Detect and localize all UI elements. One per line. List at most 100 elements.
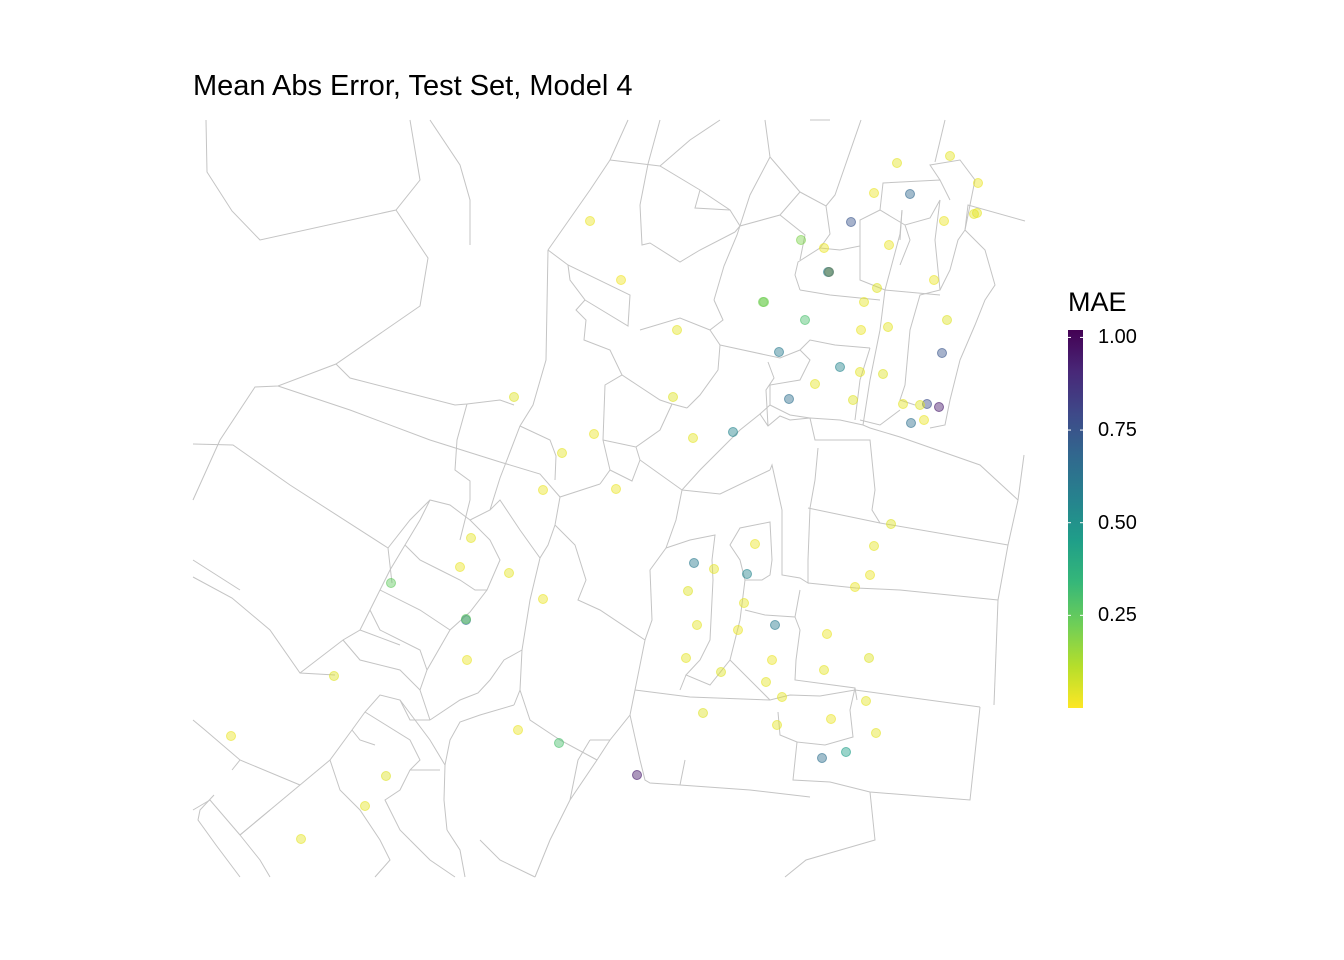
mae-point bbox=[819, 243, 829, 253]
tract-boundary bbox=[854, 347, 871, 421]
mae-point bbox=[915, 400, 925, 410]
mae-point bbox=[841, 747, 851, 757]
mae-point bbox=[861, 696, 871, 706]
tract-boundary bbox=[329, 759, 391, 878]
mae-point bbox=[796, 235, 806, 245]
colorbar-tick-label: 0.50 bbox=[1098, 511, 1137, 534]
mae-point bbox=[855, 367, 865, 377]
tract-boundary bbox=[879, 179, 951, 211]
tract-boundary bbox=[929, 229, 996, 429]
tract-boundary bbox=[192, 559, 241, 591]
colorbar-tick-label: 0.25 bbox=[1098, 604, 1137, 627]
tract-boundary bbox=[429, 649, 523, 721]
mae-point bbox=[739, 598, 749, 608]
tract-boundary bbox=[519, 689, 598, 761]
mae-point bbox=[681, 653, 691, 663]
tract-boundary bbox=[799, 339, 871, 351]
mae-point bbox=[817, 753, 827, 763]
colorbar-tick-label: 1.00 bbox=[1098, 326, 1137, 349]
tract-boundary bbox=[694, 189, 731, 211]
mae-point bbox=[589, 429, 599, 439]
tract-boundary bbox=[489, 249, 549, 511]
mae-point bbox=[869, 188, 879, 198]
tract-boundary bbox=[799, 119, 862, 207]
mae-point bbox=[455, 562, 465, 572]
mae-point bbox=[513, 725, 523, 735]
tract-boundary bbox=[765, 361, 775, 427]
tract-boundary bbox=[713, 156, 771, 301]
mae-point bbox=[942, 315, 952, 325]
mae-point bbox=[859, 297, 869, 307]
tract-boundary bbox=[807, 507, 1009, 546]
mae-point bbox=[886, 519, 896, 529]
mae-point bbox=[381, 771, 391, 781]
mae-point bbox=[878, 369, 888, 379]
tract-boundary bbox=[479, 839, 536, 878]
tract-boundary bbox=[409, 839, 456, 878]
tract-boundary bbox=[799, 289, 881, 301]
mae-point bbox=[850, 582, 860, 592]
mae-point bbox=[698, 708, 708, 718]
mae-point bbox=[329, 671, 339, 681]
mae-point bbox=[826, 714, 836, 724]
mae-point bbox=[509, 392, 519, 402]
tract-boundary bbox=[547, 249, 631, 327]
tract-boundary bbox=[429, 119, 471, 245]
mae-point bbox=[386, 578, 396, 588]
mae-point bbox=[969, 209, 979, 219]
tract-boundary bbox=[446, 829, 466, 878]
mae-point bbox=[934, 402, 944, 412]
tract-boundary bbox=[277, 385, 601, 498]
mae-point bbox=[945, 151, 955, 161]
tract-boundary bbox=[639, 119, 661, 206]
tract-boundary bbox=[192, 799, 241, 836]
tract-boundary bbox=[884, 289, 941, 296]
tract-boundary bbox=[342, 639, 421, 691]
mae-point bbox=[824, 267, 834, 277]
mae-point bbox=[865, 570, 875, 580]
tract-boundary bbox=[681, 469, 771, 495]
mae-point bbox=[611, 484, 621, 494]
tract-boundary bbox=[609, 459, 641, 482]
tract-boundary bbox=[784, 791, 876, 878]
mae-point bbox=[822, 629, 832, 639]
tract-boundary bbox=[686, 299, 724, 409]
mae-point bbox=[742, 569, 752, 579]
tract-boundary bbox=[634, 489, 683, 691]
tract-boundary bbox=[679, 759, 686, 786]
mae-point bbox=[772, 720, 782, 730]
tract-boundary bbox=[997, 454, 1025, 601]
mae-point bbox=[360, 801, 370, 811]
tract-boundary bbox=[379, 589, 451, 631]
mae-point bbox=[554, 738, 564, 748]
plot-title: Mean Abs Error, Test Set, Model 4 bbox=[193, 70, 633, 102]
tract-boundary bbox=[719, 344, 1019, 501]
mae-point bbox=[883, 322, 893, 332]
tract-boundary bbox=[192, 443, 393, 584]
mae-point bbox=[683, 586, 693, 596]
tract-boundary bbox=[192, 719, 301, 786]
tract-boundary bbox=[231, 759, 241, 771]
tract-boundary bbox=[734, 119, 801, 233]
tract-boundary bbox=[794, 589, 801, 618]
mae-point bbox=[784, 394, 794, 404]
mae-point bbox=[688, 433, 698, 443]
tract-boundary bbox=[567, 264, 623, 376]
tract-boundary bbox=[769, 404, 811, 419]
mae-point bbox=[672, 325, 682, 335]
mae-point bbox=[846, 217, 856, 227]
mae-point bbox=[616, 275, 626, 285]
mae-point bbox=[871, 728, 881, 738]
mae-point bbox=[884, 240, 894, 250]
tract-boundary bbox=[639, 204, 736, 263]
mae-point bbox=[504, 568, 514, 578]
tract-boundary bbox=[239, 809, 271, 878]
tract-boundary bbox=[534, 689, 636, 878]
colorbar bbox=[1068, 330, 1083, 708]
tract-boundary bbox=[809, 417, 881, 524]
mae-point bbox=[668, 392, 678, 402]
mae-points bbox=[226, 151, 983, 844]
tract-boundary bbox=[399, 699, 446, 766]
mae-point bbox=[226, 731, 236, 741]
